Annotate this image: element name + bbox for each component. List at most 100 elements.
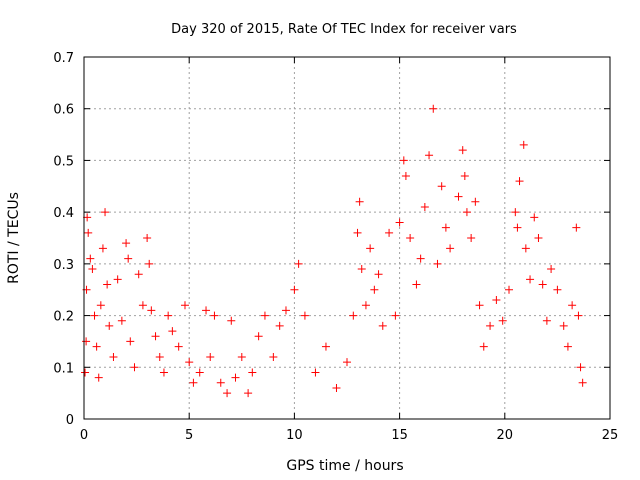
data-point	[412, 280, 421, 289]
data-point	[395, 218, 404, 227]
data-points	[81, 104, 587, 398]
data-point	[486, 321, 495, 330]
data-point	[82, 337, 91, 346]
data-point	[515, 177, 524, 186]
data-point	[433, 259, 442, 268]
data-point	[237, 352, 246, 361]
data-point	[505, 285, 514, 294]
x-tick-label: 25	[602, 428, 619, 443]
y-axis-label: ROTI / TECUs	[6, 192, 22, 284]
data-point	[471, 197, 480, 206]
data-point	[441, 223, 450, 232]
data-point	[530, 213, 539, 222]
data-point	[180, 301, 189, 310]
data-point	[521, 244, 530, 253]
y-tick-label: 0.1	[53, 361, 74, 376]
data-point	[195, 368, 204, 377]
data-point	[248, 368, 257, 377]
data-point	[446, 244, 455, 253]
data-point	[174, 342, 183, 351]
y-tick-label: 0.6	[53, 103, 74, 118]
data-point	[492, 296, 501, 305]
data-point	[399, 156, 408, 165]
data-point	[576, 363, 585, 372]
data-point	[231, 373, 240, 382]
data-point	[563, 342, 572, 351]
y-tick-label: 0.4	[53, 206, 74, 221]
data-point	[113, 275, 122, 284]
data-point	[534, 234, 543, 242]
data-point	[538, 280, 547, 289]
plot-frame	[83, 56, 611, 420]
data-point	[374, 270, 383, 279]
data-point	[124, 254, 133, 263]
data-point	[526, 275, 535, 284]
data-point	[321, 342, 330, 351]
data-point	[101, 208, 110, 217]
data-point	[84, 228, 93, 237]
x-tick-label: 10	[286, 428, 303, 443]
data-point	[429, 104, 438, 113]
data-point	[460, 171, 469, 180]
data-point	[401, 171, 410, 180]
data-point	[467, 234, 476, 242]
data-point	[425, 151, 434, 160]
data-point	[511, 208, 520, 217]
data-point	[130, 363, 139, 372]
x-tick-label: 15	[391, 428, 408, 443]
chart-title: Day 320 of 2015, Rate Of TEC Index for r…	[171, 22, 517, 37]
data-point	[357, 265, 366, 274]
data-point	[420, 202, 429, 211]
data-point	[311, 368, 320, 377]
data-point	[254, 332, 263, 341]
data-point	[281, 306, 290, 315]
data-point	[81, 368, 90, 377]
data-point	[90, 311, 99, 320]
data-point	[227, 316, 236, 325]
data-point	[519, 140, 528, 149]
data-point	[479, 342, 488, 351]
y-tick-label: 0.3	[53, 258, 74, 273]
data-point	[244, 389, 253, 398]
data-point	[168, 327, 177, 336]
data-point	[147, 306, 156, 315]
data-point	[300, 311, 309, 320]
data-point	[269, 352, 278, 361]
data-point	[462, 208, 471, 217]
data-point	[122, 239, 131, 248]
data-point	[513, 223, 522, 232]
data-point	[103, 280, 112, 289]
data-point	[361, 301, 370, 310]
data-point	[475, 301, 484, 310]
data-point	[568, 301, 577, 310]
x-axis-ticks: 0 5 10 15 20 25	[80, 57, 618, 443]
data-point	[294, 259, 303, 268]
data-point	[189, 378, 198, 387]
data-point	[391, 311, 400, 320]
data-point	[332, 383, 341, 392]
data-point	[498, 316, 507, 325]
data-point	[385, 228, 394, 237]
data-point	[349, 311, 358, 320]
data-point	[572, 223, 581, 232]
y-axis-ticks: 0 0.1 0.2 0.3 0.4 0.5 0.6 0.7	[53, 51, 610, 428]
data-point	[216, 378, 225, 387]
data-point	[542, 316, 551, 325]
data-point	[553, 285, 562, 294]
data-point	[370, 285, 379, 294]
data-point	[437, 182, 446, 191]
data-point	[117, 316, 126, 325]
data-point	[406, 234, 415, 242]
data-point	[260, 311, 269, 320]
data-point	[574, 311, 583, 320]
data-point	[98, 244, 107, 253]
data-point	[202, 306, 211, 315]
data-point	[206, 352, 215, 361]
data-point	[416, 254, 425, 263]
data-point	[145, 259, 154, 268]
data-point	[578, 378, 587, 387]
data-point	[143, 234, 152, 242]
data-point	[155, 352, 164, 361]
x-tick-label: 20	[497, 428, 514, 443]
